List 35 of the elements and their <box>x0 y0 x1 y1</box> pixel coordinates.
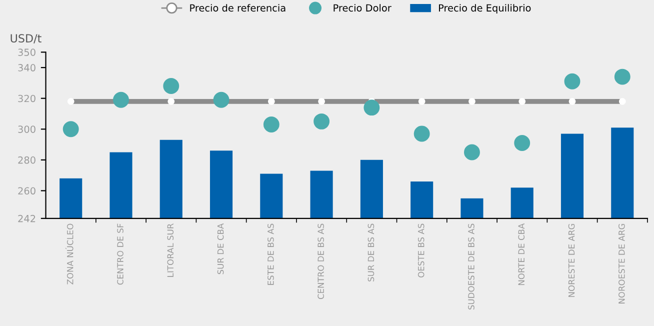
y-tick-label: 320 <box>18 94 36 102</box>
x-tick-label: SUDOESTE DE BS AS <box>468 224 474 310</box>
point <box>314 113 330 130</box>
x-tick-label: LITORAL SUR <box>167 224 174 277</box>
point <box>414 126 430 142</box>
x-tick-label: NORTE DE CBA <box>518 223 525 286</box>
legend-label: Precio de Equilibrio <box>439 4 531 14</box>
point <box>163 78 180 94</box>
point <box>364 100 380 116</box>
y-tick-label: 280 <box>18 156 36 164</box>
y-tick-label: 340 <box>18 64 36 72</box>
x-tick-label: ZONA NÚCLEO <box>65 224 74 284</box>
x-tick-label: OESTE BS AS <box>418 224 424 278</box>
x-tick-label: NORESTE DE ARG <box>568 224 575 297</box>
point <box>263 116 280 132</box>
point <box>213 92 230 108</box>
x-tick-label: ESTE DE BS AS <box>268 224 274 285</box>
point <box>614 68 630 85</box>
x-tick-label: SUR DE CBA <box>217 223 224 274</box>
point <box>113 92 129 108</box>
y-tick-label: 260 <box>18 187 36 195</box>
legend-label: Precio Dolor <box>334 4 392 12</box>
point <box>62 121 79 138</box>
point <box>464 144 480 160</box>
x-tick-label: SUR DE BS AS <box>368 224 374 282</box>
x-tick-label: CENTRO DE SF <box>117 224 124 285</box>
y-tick-label: 300 <box>18 126 36 133</box>
x-tick-label: CENTRO DE BS AS <box>318 224 324 300</box>
point <box>514 135 530 151</box>
legend-label: Precio de referencia <box>190 4 286 12</box>
point <box>564 73 580 90</box>
y-axis-title: USD/t <box>10 34 42 44</box>
y-tick-label: 350 <box>18 48 36 56</box>
x-tick-label: NOROESTE DE ARG <box>618 224 625 304</box>
y-tick-label: 242 <box>18 214 36 222</box>
